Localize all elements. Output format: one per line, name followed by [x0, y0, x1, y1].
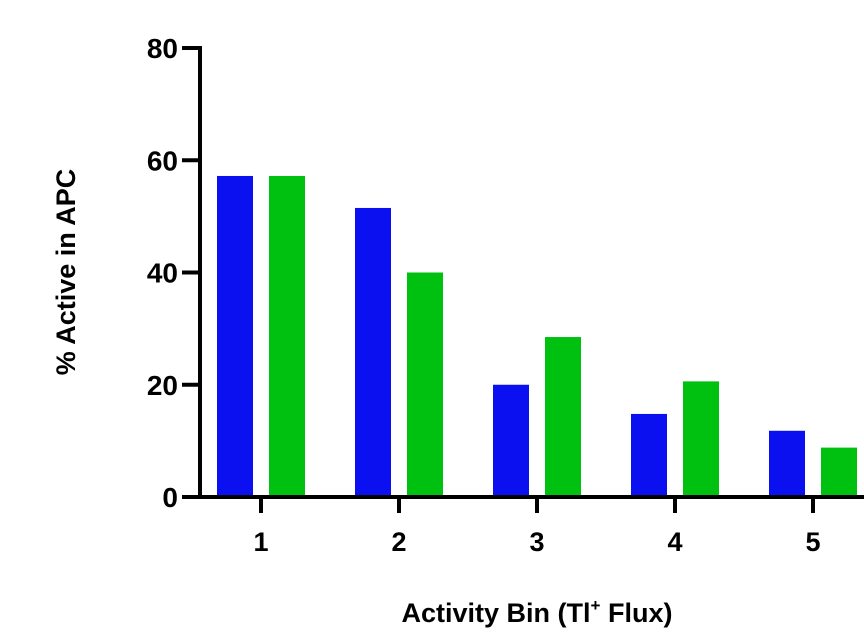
y-tick-label: 40 [147, 258, 178, 289]
y-axis-ticks: 0 20 40 60 80 [147, 33, 200, 513]
x-axis-label-main: Activity Bin (Tl [402, 598, 591, 628]
bar-series-2-bin-5 [821, 447, 857, 497]
x-tick-label: 1 [253, 527, 268, 557]
y-tick-label: 60 [147, 145, 178, 176]
bar-series-1-bin-2 [355, 207, 391, 498]
bar-series-2-bin-1 [269, 175, 305, 497]
bar-series-1-bin-4 [631, 413, 667, 497]
y-tick-label: 0 [162, 482, 178, 513]
x-axis-label-superscript: + [591, 596, 601, 615]
y-tick-label: 20 [147, 370, 178, 401]
y-axis-label: % Active in APC [51, 169, 81, 376]
x-tick-label: 3 [529, 527, 544, 557]
bar-series-2-bin-2 [407, 272, 443, 497]
bars-group [217, 175, 857, 498]
x-axis-ticks: 1 2 3 4 5 [253, 497, 821, 557]
bar-series-2-bin-4 [683, 381, 719, 497]
bar-series-2-bin-3 [545, 337, 581, 497]
bar-series-1-bin-1 [217, 175, 253, 497]
x-axis-label: Activity Bin (Tl+ Flux) [402, 596, 673, 628]
x-tick-label: 4 [667, 527, 682, 557]
x-tick-label: 2 [391, 527, 406, 557]
bar-series-1-bin-3 [493, 384, 529, 497]
x-axis-label-suffix: Flux) [600, 598, 672, 628]
y-tick-label: 80 [147, 33, 178, 64]
bar-series-1-bin-5 [769, 430, 805, 497]
x-tick-label: 5 [805, 527, 820, 557]
